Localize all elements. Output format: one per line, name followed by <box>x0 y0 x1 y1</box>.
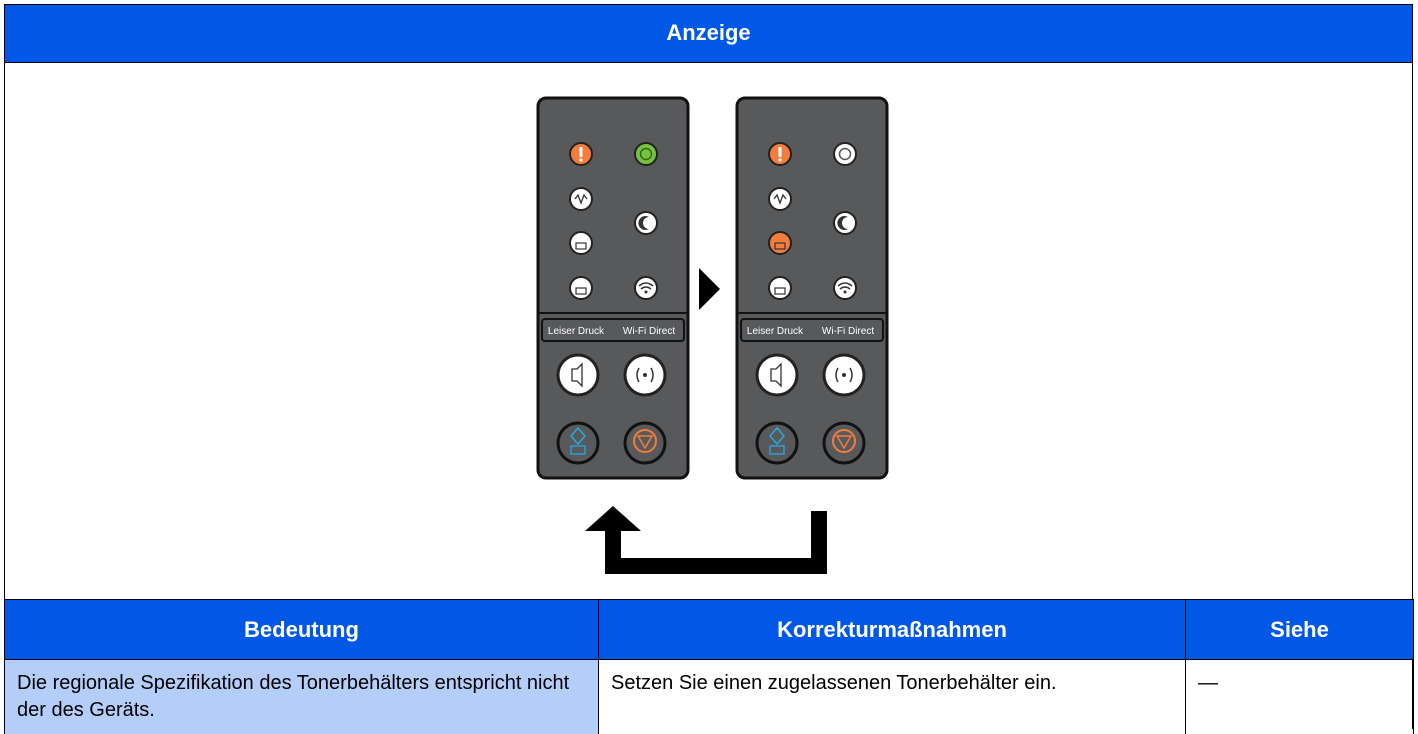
panel-body <box>737 98 887 478</box>
icon <box>842 373 846 377</box>
column-header: Siehe <box>1186 600 1414 660</box>
cell: Setzen Sie einen zugelassenen Tonerbehäl… <box>599 660 1186 734</box>
panel-body <box>538 98 688 478</box>
icon <box>643 373 647 377</box>
arrow <box>699 268 720 310</box>
info-table: Bedeutung Korrekturmaßnahmen Siehe Die r… <box>4 599 1414 734</box>
indicator <box>635 143 657 165</box>
header-title: Anzeige <box>5 5 1412 63</box>
indicator <box>769 188 791 210</box>
cell: — <box>1186 660 1414 734</box>
button-label: Leiser Druck <box>548 326 605 337</box>
display-figure: Leiser Druck Wi-Fi Direct Leiser Druck Wi-F… <box>5 63 1412 599</box>
cell: Die regionale Spezifikation des Tonerbeh… <box>5 660 599 734</box>
indicator <box>635 277 657 299</box>
indicator <box>834 277 856 299</box>
icon <box>844 291 847 294</box>
button-label: Wi-Fi Direct <box>822 326 874 337</box>
loop-arrow <box>613 511 819 566</box>
button <box>558 355 598 395</box>
button-label: Wi-Fi Direct <box>623 326 675 337</box>
column-header: Bedeutung <box>5 600 599 660</box>
control-panel: Leiser Druck Wi-Fi Direct <box>737 98 887 478</box>
icon <box>580 147 583 157</box>
arrowhead <box>585 506 641 531</box>
icon <box>778 158 781 161</box>
icon <box>579 158 582 161</box>
indicator <box>834 212 856 234</box>
column-header: Korrekturmaßnahmen <box>599 600 1186 660</box>
icon <box>645 291 648 294</box>
icon <box>779 147 782 157</box>
control-panel: Leiser Druck Wi-Fi Direct <box>538 98 688 478</box>
indicator <box>834 143 856 165</box>
indicator <box>570 188 592 210</box>
button-label: Leiser Druck <box>747 326 804 337</box>
button <box>757 355 797 395</box>
indicator <box>635 212 657 234</box>
